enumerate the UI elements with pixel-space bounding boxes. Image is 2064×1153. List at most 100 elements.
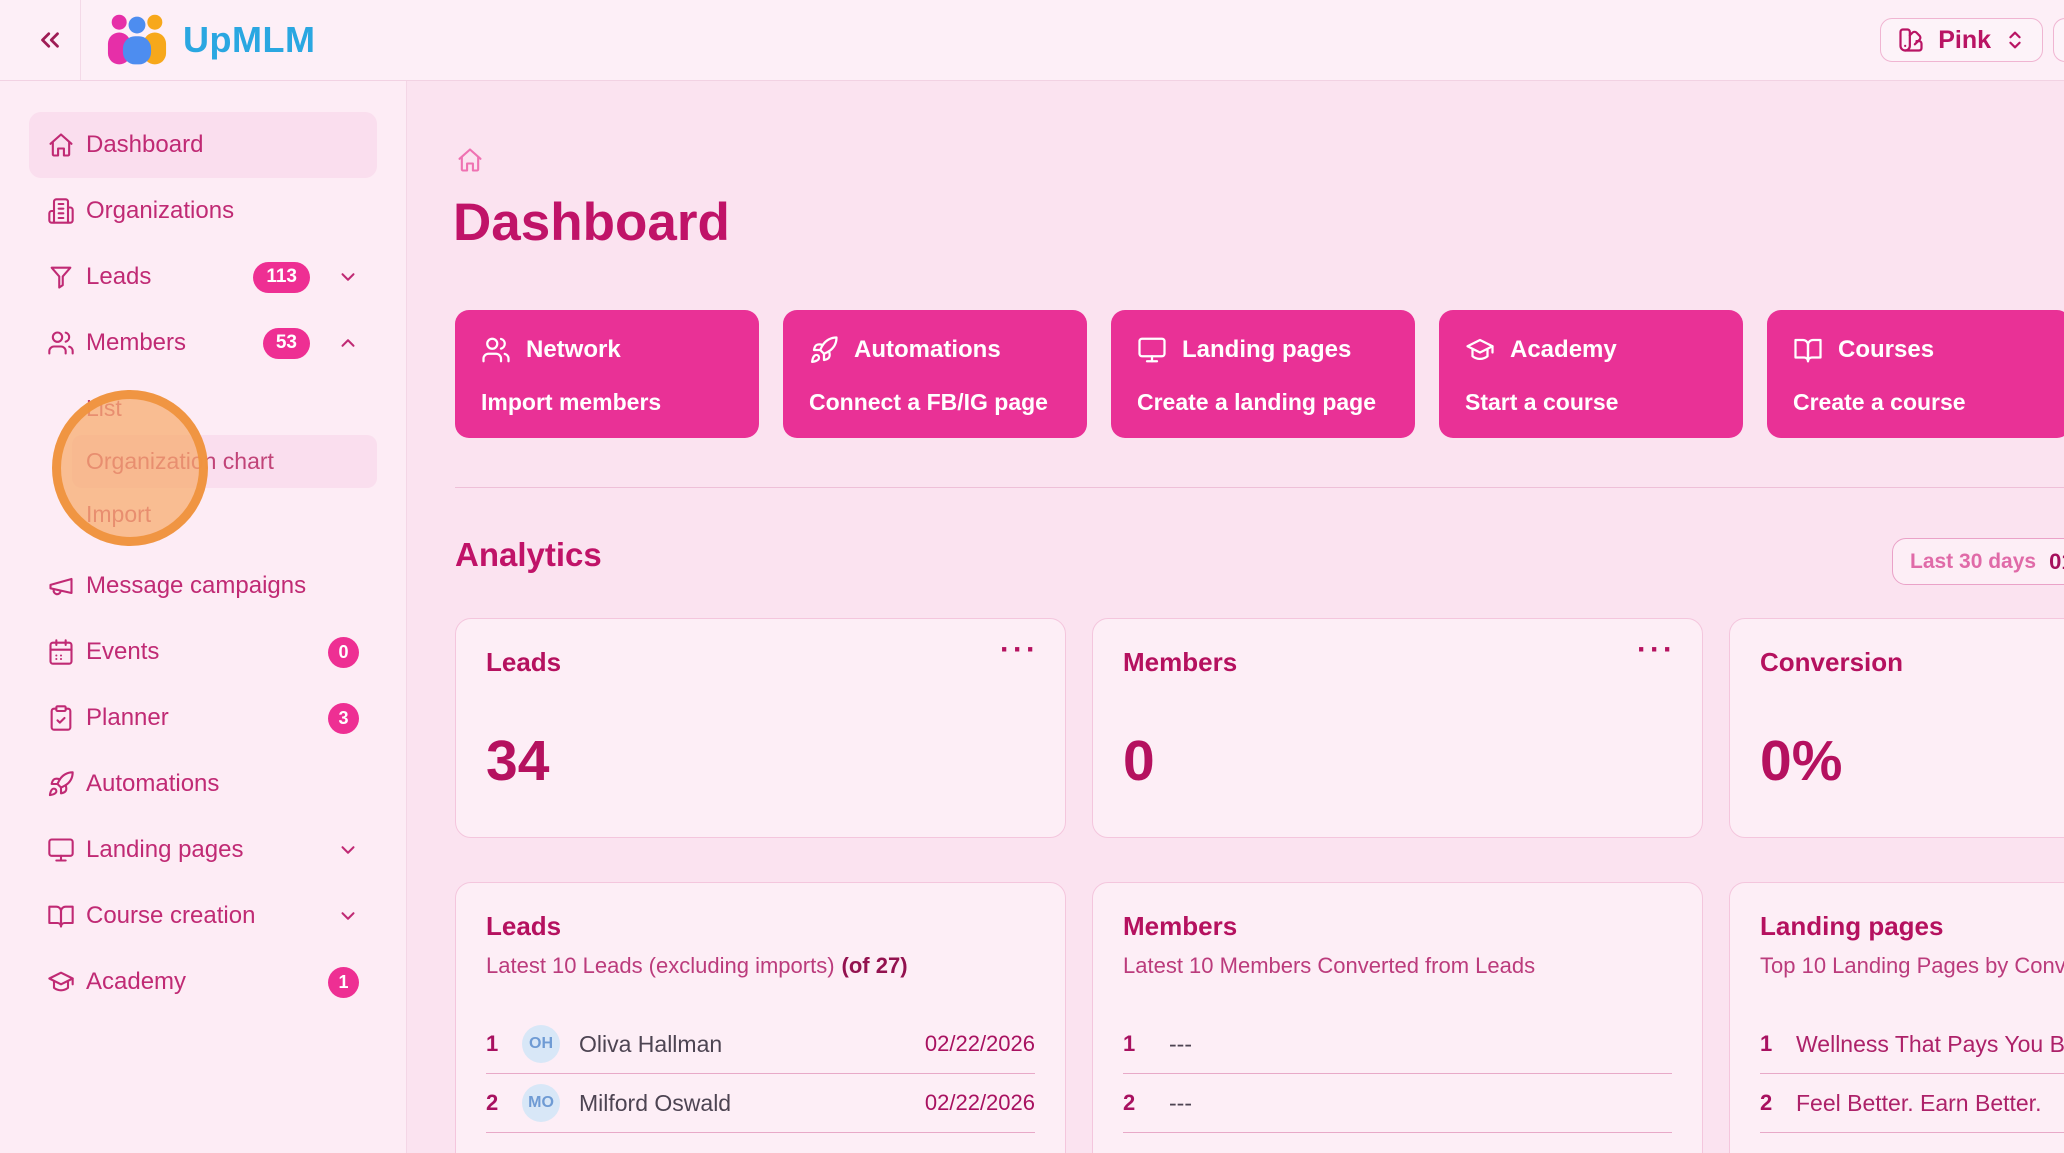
quick-action-subtitle: Create a landing page [1137,389,1377,415]
period-selector[interactable]: Last 30 days 01/2 [1892,538,2064,585]
breadcrumb-home-icon[interactable] [456,146,484,174]
users-icon [481,335,511,365]
planner-count-badge: 3 [328,702,359,734]
quick-action-subtitle: Start a course [1465,389,1619,415]
stat-title: Conversion [1760,647,1904,677]
quick-action-title: Automations [854,336,1001,363]
sidebar-collapse-button[interactable] [20,25,80,55]
list-item[interactable]: 1 Wellness That Pays You Back [1760,1015,2064,1074]
sidebar-item-academy[interactable]: Academy 1 [29,949,377,1015]
sidebar-item-message-campaigns[interactable]: Message campaigns [29,553,377,619]
sidebar-item-organizations[interactable]: Organizations [29,178,377,244]
ellipsis-menu-icon[interactable]: ··· [1000,633,1039,666]
analytics-section-title: Analytics [455,536,602,573]
sidebar-item-label: Automations [86,770,220,797]
list-item[interactable]: 2 MO Milford Oswald 02/22/2026 [486,1074,1035,1133]
quick-action-courses[interactable]: Courses Create a course [1767,310,2064,438]
sidebar-item-events[interactable]: Events 0 [29,619,377,685]
row-number: 2 [1760,1090,1773,1115]
chevron-down-icon [337,839,359,861]
stat-value: 0 [1123,729,1155,793]
quick-action-title: Landing pages [1182,336,1352,363]
sidebar-item-planner[interactable]: Planner 3 [29,685,377,751]
sidebar-subitem-list[interactable]: List [72,382,377,435]
sidebar-item-label: Leads [86,263,152,290]
sidebar-item-members[interactable]: Members 53 [29,310,377,376]
row-number: 1 [486,1031,499,1056]
stat-value: 0% [1760,729,1843,793]
lead-name: Milford Oswald [579,1089,732,1116]
row-number: 2 [486,1090,499,1115]
empty-value: --- [1169,1089,1192,1116]
list-subtitle: Latest 10 Members Converted from Leads [1123,953,1536,978]
sidebar-item-course-creation[interactable]: Course creation [29,883,377,949]
landing-page-name: Wellness That Pays You Back [1796,1030,2064,1057]
quick-action-subtitle: Create a course [1793,389,1966,415]
home-icon [47,131,75,159]
app-name: UpMLM [183,19,316,60]
quick-action-network[interactable]: Network Import members [455,310,759,438]
sidebar-item-label: Dashboard [86,131,204,158]
empty-value: --- [1169,1030,1192,1057]
sidebar: Dashboard Organizations Leads 113 Member… [0,81,407,1153]
sidebar-item-leads[interactable]: Leads 113 [29,244,377,310]
quick-action-academy[interactable]: Academy Start a course [1439,310,1743,438]
sidebar-item-landing-pages[interactable]: Landing pages [29,817,377,883]
sidebar-item-label: Events [86,638,160,665]
sidebar-subitem-import[interactable]: Import [72,488,377,541]
monitor-icon [1137,335,1167,365]
period-label: Last 30 days [1910,549,2037,573]
quick-action-automations[interactable]: Automations Connect a FB/IG page [783,310,1087,438]
lists-row: Leads Latest 10 Leads (excluding imports… [455,882,2064,1153]
sidebar-item-label: Course creation [86,902,256,929]
stat-title: Leads [486,647,562,677]
app-logo-icon [107,13,167,67]
avatar: MO [522,1084,560,1122]
building-icon [47,197,75,225]
monitor-icon [47,836,75,864]
sidebar-item-label: Members [86,329,187,356]
stat-title: Members [1123,647,1238,677]
stat-card-members: Members ··· 0 [1092,618,1703,838]
sidebar-item-label: Landing pages [86,836,244,863]
quick-action-title: Academy [1510,336,1617,363]
users-icon [47,329,75,357]
sidebar-item-label: Organizations [86,197,235,224]
chevrons-left-icon [35,25,65,55]
theme-selector-button[interactable]: Pink [1880,18,2043,62]
sidebar-item-automations[interactable]: Automations [29,751,377,817]
list-item[interactable]: 1 OH Oliva Hallman 02/22/2026 [486,1015,1035,1074]
stat-value: 34 [486,729,550,793]
list-item[interactable]: 2 Feel Better. Earn Better. [1760,1074,2064,1133]
list-card-members: Members Latest 10 Members Converted from… [1092,882,1703,1153]
list-subtitle: Latest 10 Leads (excluding imports) (of 2… [486,953,908,978]
list-item[interactable]: 1 --- [1123,1015,1672,1074]
sidebar-subitem-organization-chart[interactable]: Organization chart [72,435,377,488]
book-open-icon [47,902,75,930]
list-item[interactable]: 2 --- [1123,1074,1672,1133]
calendar-icon [47,638,75,666]
sidebar-item-dashboard[interactable]: Dashboard [29,112,377,178]
app-logo: UpMLM [107,13,315,67]
swatch-icon [1897,26,1925,54]
members-submenu: List Organization chart Import [0,382,406,541]
ellipsis-menu-icon[interactable]: ··· [1637,633,1676,666]
graduation-cap-icon [47,968,75,996]
quick-action-title: Network [526,336,621,363]
sidebar-item-label: Academy [86,968,187,995]
chevron-down-icon [337,905,359,927]
funnel-icon [47,263,75,291]
academy-count-badge: 1 [328,966,359,998]
quick-action-landing-pages[interactable]: Landing pages Create a landing page [1111,310,1415,438]
chevron-down-icon [337,266,359,288]
row-number: 1 [1123,1031,1136,1056]
list-card-landing-pages: Landing pages Top 10 Landing Pages by Co… [1729,882,2064,1153]
lead-date: 02/22/2026 [924,1031,1035,1056]
sidebar-subitem-label: Import [86,501,152,527]
page-title: Dashboard [453,193,730,252]
row-number: 1 [1760,1031,1773,1056]
landing-page-name: Feel Better. Earn Better. [1796,1089,2042,1116]
megaphone-icon [47,572,75,600]
header-partial-button[interactable] [2053,18,2064,62]
list-card-leads: Leads Latest 10 Leads (excluding imports… [455,882,1066,1153]
